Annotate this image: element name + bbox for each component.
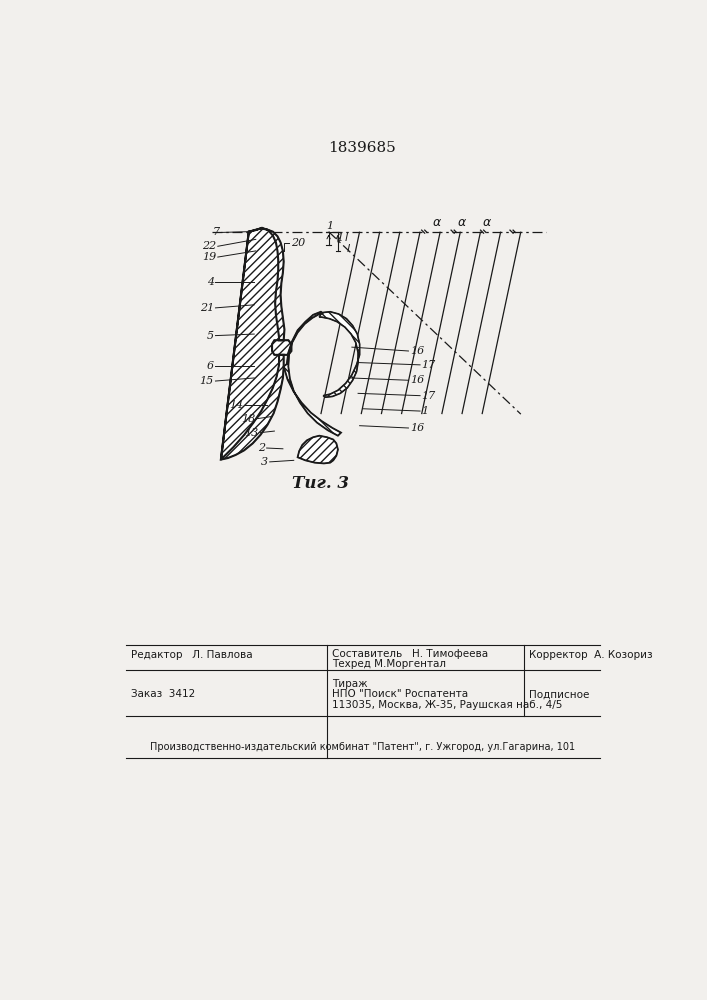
Text: 3: 3 (261, 457, 268, 467)
Text: 2: 2 (258, 443, 265, 453)
Text: 14: 14 (229, 400, 243, 410)
Text: Техред М.Моргентал: Техред М.Моргентал (332, 659, 447, 669)
Text: 7: 7 (213, 227, 220, 237)
Text: 22: 22 (202, 241, 216, 251)
Text: Тираж: Тираж (332, 679, 368, 689)
Text: 16: 16 (410, 346, 424, 356)
Text: 17: 17 (421, 360, 436, 370)
Text: 4: 4 (207, 277, 214, 287)
Text: 1839685: 1839685 (328, 141, 396, 155)
Text: 17: 17 (421, 391, 436, 401)
Text: 6: 6 (207, 361, 214, 371)
Text: α: α (433, 216, 441, 229)
Text: Заказ  3412: Заказ 3412 (131, 689, 195, 699)
Text: Производственно-издательский комбинат "Патент", г. Ужгород, ул.Гагарина, 101: Производственно-издательский комбинат "П… (150, 742, 575, 752)
Text: 21: 21 (199, 303, 214, 313)
Text: НПО "Поиск" Роспатента: НПО "Поиск" Роспатента (332, 689, 469, 699)
Text: Корректор  А. Козориз: Корректор А. Козориз (529, 650, 652, 660)
Text: α: α (458, 216, 466, 229)
Text: 15: 15 (199, 376, 214, 386)
Text: 13: 13 (245, 428, 259, 438)
Text: α: α (483, 216, 491, 229)
Polygon shape (320, 312, 360, 397)
Text: 18: 18 (241, 414, 255, 424)
Text: 5: 5 (207, 331, 214, 341)
Text: Редактор   Л. Павлова: Редактор Л. Павлова (131, 650, 252, 660)
Text: Подписное: Подписное (529, 689, 589, 699)
Text: l: l (346, 244, 349, 254)
Text: 1: 1 (327, 221, 334, 231)
Text: Составитель   Н. Тимофеева: Составитель Н. Тимофеева (332, 649, 489, 659)
Text: Τиг. 3: Τиг. 3 (293, 475, 349, 492)
Text: 1: 1 (421, 406, 428, 416)
Text: 20: 20 (291, 238, 305, 248)
Text: 16: 16 (410, 375, 424, 385)
Text: l: l (344, 233, 347, 243)
Polygon shape (298, 436, 338, 463)
Text: 113035, Москва, Ж-35, Раушская наб., 4/5: 113035, Москва, Ж-35, Раушская наб., 4/5 (332, 700, 563, 710)
Polygon shape (221, 228, 291, 460)
Text: 19: 19 (202, 252, 216, 262)
Text: 1: 1 (337, 233, 344, 243)
Polygon shape (284, 312, 341, 436)
Text: 16: 16 (410, 423, 424, 433)
